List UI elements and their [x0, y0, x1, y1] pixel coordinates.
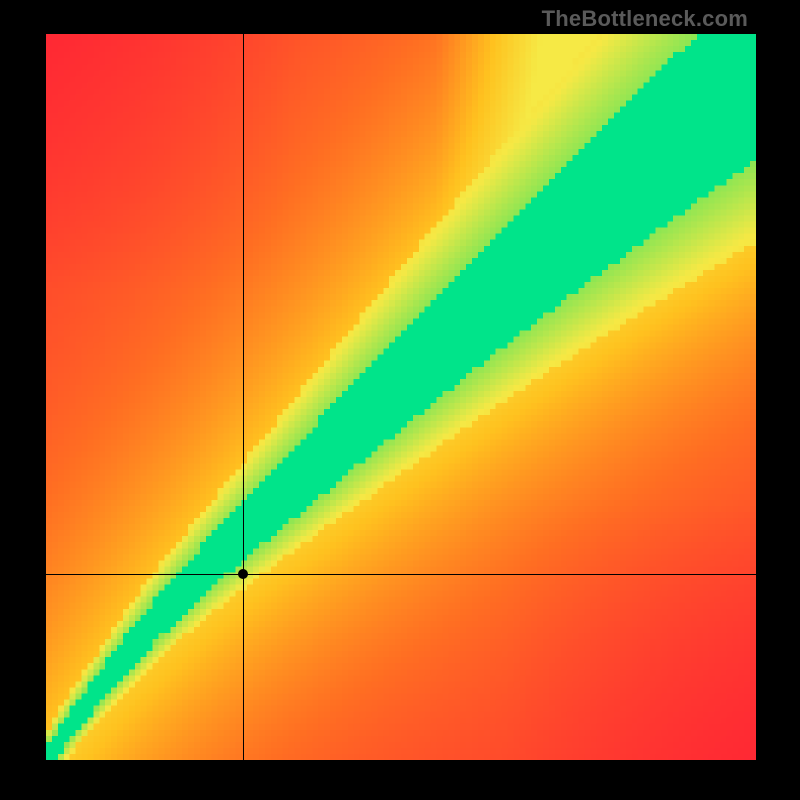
watermark-text: TheBottleneck.com [542, 6, 748, 32]
crosshair-vertical [243, 34, 244, 760]
heatmap-plot [46, 34, 756, 760]
heatmap-canvas [46, 34, 756, 760]
crosshair-horizontal [46, 574, 756, 575]
